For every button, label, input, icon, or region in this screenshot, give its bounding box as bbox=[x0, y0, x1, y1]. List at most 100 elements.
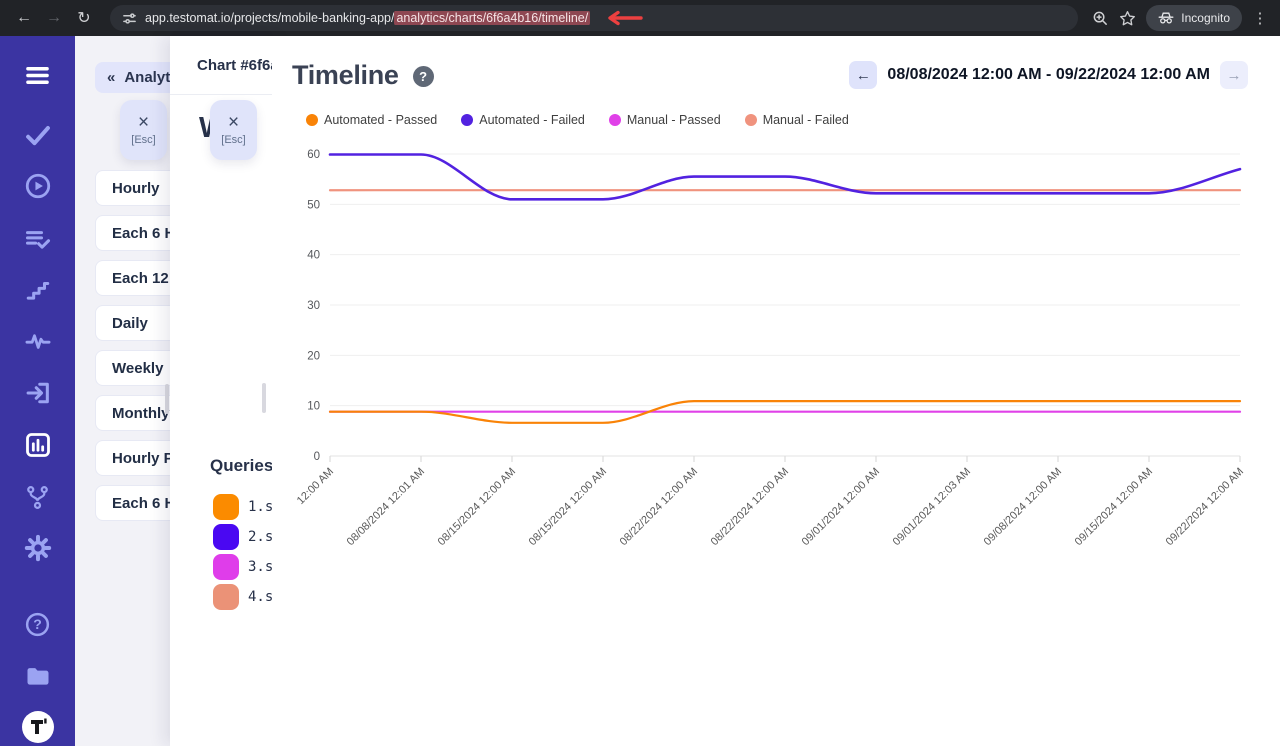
steps-icon[interactable] bbox=[0, 272, 75, 308]
analytics-drawer-scrollbar[interactable] bbox=[165, 384, 169, 414]
site-info-icon[interactable] bbox=[122, 11, 137, 26]
browser-menu-icon[interactable]: ⋮ bbox=[1252, 10, 1268, 27]
query-color-swatch bbox=[213, 584, 239, 610]
date-range-value[interactable]: 08/08/2024 12:00 AM - 09/22/2024 12:00 A… bbox=[887, 66, 1210, 83]
analytics-drawer: « Analytics × [Esc] Hourly Each 6 H Each 1… bbox=[75, 36, 170, 746]
query-label: 1.s bbox=[248, 499, 272, 515]
url-text: app.testomat.io/projects/mobile-banking-… bbox=[145, 11, 591, 25]
svg-text:09/15/2024 12:00 AM: 09/15/2024 12:00 AM bbox=[1073, 466, 1155, 548]
import-icon[interactable] bbox=[0, 375, 75, 411]
projects-folder-icon[interactable] bbox=[0, 658, 75, 694]
timeline-chart: 0 10 20 30 40 50 60 12:00 AM 08/08/2024 12:01 AM… bbox=[272, 140, 1280, 585]
svg-text:12:00 AM: 12:00 AM bbox=[295, 466, 336, 507]
timeline-page: Timeline ? ← 08/08/2024 12:00 AM - 09/22… bbox=[272, 36, 1280, 746]
legend-item[interactable]: Automated - Passed bbox=[306, 113, 437, 127]
incognito-label: Incognito bbox=[1181, 11, 1230, 25]
svg-text:08/15/2024 12:00 AM: 08/15/2024 12:00 AM bbox=[527, 466, 609, 548]
testomat-logo[interactable] bbox=[0, 709, 75, 745]
prev-range-button[interactable]: ← bbox=[849, 61, 878, 89]
interval-option[interactable]: Each 12 H bbox=[95, 260, 170, 296]
url-bar[interactable]: app.testomat.io/projects/mobile-banking-… bbox=[110, 5, 1079, 31]
page-title: Timeline bbox=[292, 59, 399, 90]
reload-icon[interactable]: ↻ bbox=[77, 10, 91, 27]
incognito-icon bbox=[1158, 12, 1174, 24]
settings-gear-icon[interactable] bbox=[0, 530, 75, 566]
analytics-close-button[interactable]: × [Esc] bbox=[120, 100, 167, 160]
legend-dot-icon bbox=[608, 114, 621, 126]
run-list-icon[interactable] bbox=[0, 221, 75, 257]
collapse-chevron-icon: « bbox=[107, 69, 116, 86]
svg-text:08/22/2024 12:00 AM: 08/22/2024 12:00 AM bbox=[618, 466, 700, 548]
next-range-button[interactable]: → bbox=[1220, 61, 1248, 89]
play-circle-icon[interactable] bbox=[0, 168, 75, 204]
help-icon[interactable]: ? bbox=[0, 606, 75, 642]
chart-drawer-close-button[interactable]: × [Esc] bbox=[210, 100, 257, 160]
analytics-bar-chart-icon[interactable] bbox=[0, 427, 75, 463]
chart-drawer: Chart #6f6a4b16 W × [Esc] Queries 1.s2.s… bbox=[170, 36, 272, 746]
series-line bbox=[328, 399, 1242, 424]
interval-option[interactable]: Weekly bbox=[95, 350, 170, 386]
legend-item[interactable]: Manual - Passed bbox=[608, 113, 721, 127]
svg-text:20: 20 bbox=[307, 350, 320, 362]
svg-text:08/08/2024 12:01 AM: 08/08/2024 12:01 AM bbox=[345, 466, 427, 548]
check-icon[interactable] bbox=[0, 117, 75, 153]
activity-pulse-icon[interactable] bbox=[0, 323, 75, 359]
svg-text:08/15/2024 12:00 AM: 08/15/2024 12:00 AM bbox=[436, 466, 518, 548]
legend-item[interactable]: Manual - Failed bbox=[744, 113, 849, 127]
svg-text:30: 30 bbox=[307, 300, 320, 312]
annotation-arrow-icon bbox=[608, 10, 643, 26]
chart-legend: Automated - Passed Automated - Failed Manu… bbox=[306, 113, 849, 127]
svg-text:10: 10 bbox=[307, 401, 320, 413]
svg-text:08/22/2024 12:00 AM: 08/22/2024 12:00 AM bbox=[709, 466, 791, 548]
chart-drawer-scrollbar[interactable] bbox=[262, 383, 266, 413]
forward-icon[interactable]: → bbox=[46, 9, 62, 26]
interval-option[interactable]: Each 6 H bbox=[95, 215, 170, 251]
browser-toolbar: ← → ↻ app.testomat.io/projects/mobile-ba… bbox=[0, 0, 1280, 36]
help-badge-icon[interactable]: ? bbox=[412, 66, 434, 87]
series-line bbox=[328, 153, 1242, 201]
interval-option[interactable]: Each 6 H bbox=[95, 485, 170, 521]
menu-icon[interactable] bbox=[0, 57, 75, 93]
svg-text:?: ? bbox=[33, 616, 42, 632]
interval-option[interactable]: Hourly bbox=[95, 170, 170, 206]
date-range-nav: ← 08/08/2024 12:00 AM - 09/22/2024 12:00… bbox=[849, 61, 1248, 89]
legend-item[interactable]: Automated - Failed bbox=[461, 113, 585, 127]
svg-text:09/08/2024 12:00 AM: 09/08/2024 12:00 AM bbox=[982, 466, 1064, 548]
bookmark-star-icon[interactable] bbox=[1119, 10, 1136, 27]
timeline-chart-svg: 0 10 20 30 40 50 60 12:00 AM 08/08/2024 12:01 AM… bbox=[295, 149, 1246, 548]
legend-label: Automated - Failed bbox=[479, 113, 585, 127]
queries-title: Queries bbox=[210, 456, 272, 475]
branch-icon[interactable] bbox=[0, 479, 75, 515]
back-icon[interactable]: ← bbox=[16, 9, 32, 26]
query-legend-item[interactable]: 3.s bbox=[213, 554, 272, 580]
interval-option[interactable]: Monthly bbox=[95, 395, 170, 431]
legend-dot-icon bbox=[744, 114, 757, 126]
legend-label: Manual - Passed bbox=[626, 113, 721, 127]
close-icon: × bbox=[227, 112, 240, 133]
zoom-icon[interactable] bbox=[1092, 10, 1109, 27]
analytics-back-button[interactable]: « Analytics bbox=[95, 62, 170, 93]
interval-option[interactable]: Hourly P bbox=[95, 440, 170, 476]
query-label: 4.s bbox=[248, 589, 272, 605]
legend-dot-icon bbox=[306, 114, 318, 126]
app-sidebar: ? bbox=[0, 36, 75, 746]
svg-text:09/01/2024 12:03 AM: 09/01/2024 12:03 AM bbox=[891, 466, 973, 548]
query-color-swatch bbox=[213, 554, 239, 580]
query-label: 2.s bbox=[248, 529, 272, 545]
svg-text:0: 0 bbox=[314, 451, 320, 463]
interval-list: Hourly Each 6 H Each 12 H Daily Weekly Monthl… bbox=[95, 170, 170, 530]
chart-drawer-title: Chart #6f6a4b16 bbox=[170, 36, 272, 95]
query-legend-item[interactable]: 4.s bbox=[213, 584, 272, 610]
app-window: ? « Analytics × [Esc] Hourly Each 6 H Each… bbox=[0, 36, 1280, 746]
url-highlighted-path: analytics/charts/6f6a4b16/timeline/ bbox=[394, 11, 591, 25]
legend-label: Automated - Passed bbox=[324, 113, 438, 127]
interval-option[interactable]: Daily bbox=[95, 305, 170, 341]
esc-hint: [Esc] bbox=[221, 134, 246, 146]
svg-text:09/22/2024 12:00 AM: 09/22/2024 12:00 AM bbox=[1164, 466, 1246, 548]
incognito-badge: Incognito bbox=[1146, 5, 1242, 31]
query-legend-item[interactable]: 2.s bbox=[213, 524, 272, 550]
esc-hint: [Esc] bbox=[131, 134, 156, 146]
legend-dot-icon bbox=[461, 114, 474, 126]
query-legend-item[interactable]: 1.s bbox=[213, 494, 272, 520]
query-label: 3.s bbox=[248, 559, 272, 575]
